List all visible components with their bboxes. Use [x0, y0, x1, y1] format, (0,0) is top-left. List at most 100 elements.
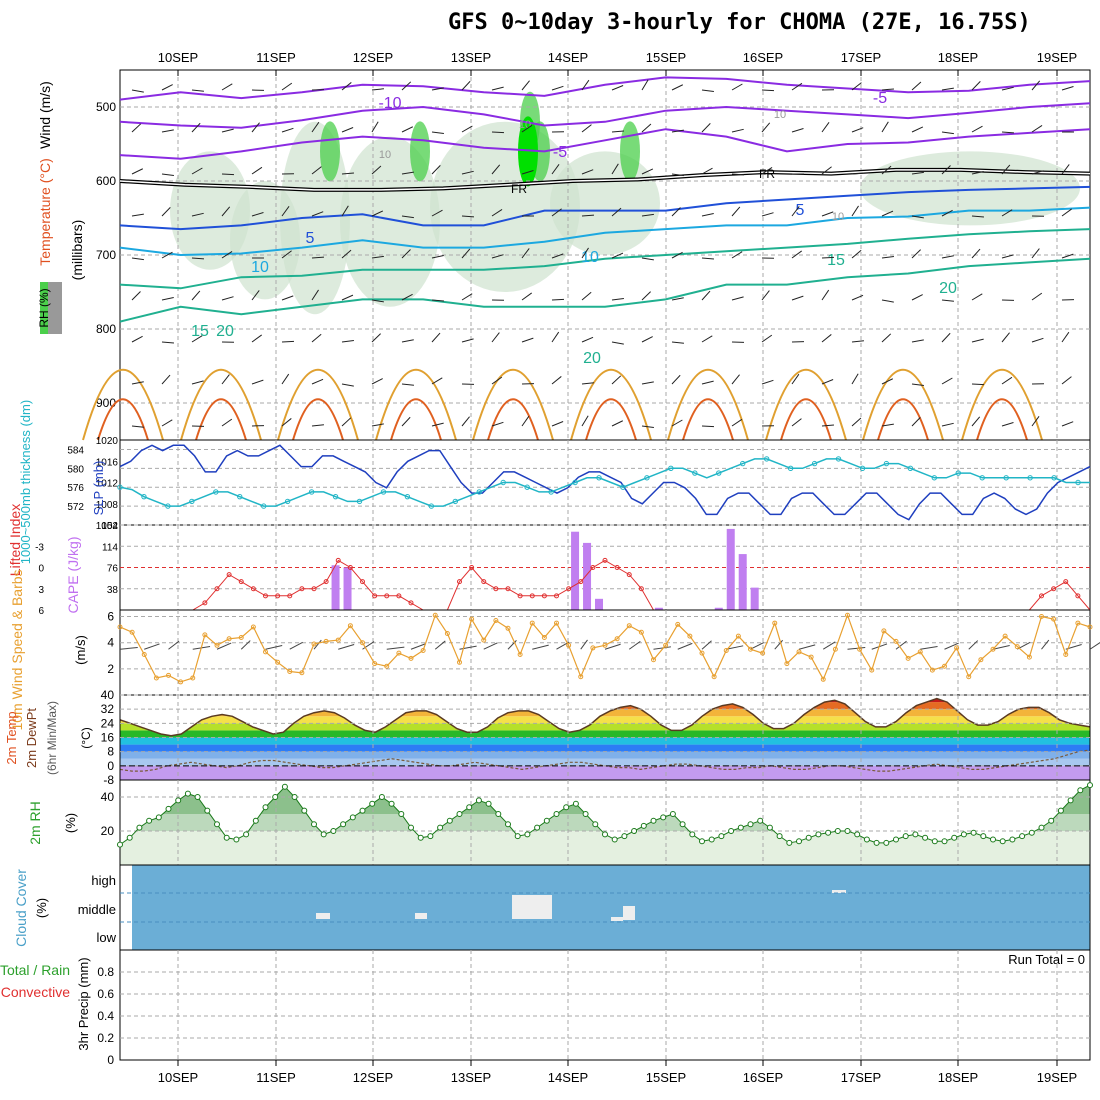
wind-barb	[821, 289, 830, 301]
wind-barb	[641, 168, 654, 175]
cape-tick: 152	[101, 521, 118, 532]
rh-point	[1009, 836, 1016, 843]
wind-barb	[221, 374, 230, 385]
wind-speed-point	[699, 650, 705, 656]
wind-barb	[881, 333, 892, 343]
wind-speed-point	[469, 616, 475, 622]
wind-barb	[191, 212, 204, 217]
wind-barb	[791, 373, 800, 385]
rh-point	[718, 833, 725, 840]
date-label-top: 16SEP	[743, 50, 783, 65]
wind-speed-point	[651, 657, 656, 663]
temperature-contour	[119, 102, 1091, 129]
temperature-contour-warm	[961, 369, 1043, 441]
wind-barb	[821, 424, 834, 427]
temperature-contour	[119, 76, 1091, 101]
wind-barb	[821, 256, 835, 259]
li-point	[1063, 579, 1069, 585]
wind-barb	[731, 296, 744, 301]
temperature-contour	[119, 228, 1091, 290]
wind-barb	[461, 338, 474, 343]
wind-barb	[371, 333, 381, 343]
temperature-contour-hot	[877, 398, 929, 441]
wind-barb	[581, 415, 589, 427]
wind-speed-point	[942, 663, 947, 669]
wind-barb	[671, 129, 684, 133]
wind-barb	[851, 127, 864, 133]
wind-speed-point	[1014, 644, 1020, 650]
wind-barb-10m	[628, 640, 641, 650]
wind-barb	[281, 295, 294, 301]
wind-barb	[1031, 80, 1041, 91]
li-point	[626, 572, 632, 578]
wind-speed-point	[748, 646, 753, 652]
thickness-point	[572, 479, 578, 486]
wind-barb-10m	[216, 642, 232, 650]
wind-barb	[371, 423, 384, 427]
wind-barb	[521, 124, 533, 133]
wind-barb	[881, 121, 889, 133]
cape-bar	[738, 554, 747, 610]
wind-barb	[971, 383, 985, 386]
thickness-point	[308, 489, 315, 495]
rh-point	[136, 824, 143, 831]
wind-barb	[551, 253, 564, 259]
wind-speed-point	[141, 651, 147, 657]
wind-barb	[971, 215, 984, 218]
rh-point	[689, 831, 696, 838]
date-label-top: 14SEP	[548, 50, 588, 65]
wind-barb	[311, 289, 319, 301]
rh-high-shading	[410, 121, 430, 182]
wind-barb	[671, 374, 681, 385]
temperature-contour-hot	[976, 398, 1028, 441]
wind-speed-point	[250, 624, 256, 630]
wind-barb	[521, 80, 530, 91]
rh-point	[1087, 782, 1093, 789]
rh-high-shading	[320, 121, 340, 182]
date-label-bottom: 16SEP	[743, 1070, 783, 1085]
thickness-point	[452, 498, 459, 505]
temp-band	[120, 744, 1090, 752]
temperature-contour-hot	[390, 398, 442, 441]
wind-speed-point	[796, 649, 802, 655]
wind-barb	[851, 340, 864, 343]
wind-barb-10m	[144, 643, 160, 650]
wind-barb	[281, 418, 292, 427]
wind-speed-point	[929, 667, 935, 673]
temperature-contour-label: -5	[873, 90, 887, 107]
rh-point	[660, 814, 667, 821]
li-point	[238, 579, 244, 585]
temperature-contour-label: 20	[216, 323, 234, 340]
li-point	[1051, 586, 1057, 592]
wind-barb	[161, 251, 173, 259]
wind-barb	[971, 171, 984, 175]
wind-speed-point	[444, 631, 450, 637]
wind-barb	[911, 383, 924, 386]
wind-barb	[1061, 164, 1070, 175]
wind-barb-10m	[895, 640, 907, 650]
rh-point	[378, 794, 385, 800]
wind-barb	[851, 172, 865, 175]
li-point	[602, 557, 608, 563]
li-point	[566, 586, 572, 592]
thickness-point	[883, 460, 890, 467]
thickness-point	[1027, 475, 1033, 481]
cape-tick: 114	[102, 542, 118, 553]
precip-tick: 0.4	[97, 1009, 114, 1023]
rh-point	[747, 821, 754, 828]
wind-barb	[161, 84, 173, 91]
li-point	[335, 557, 341, 563]
wind-barb	[791, 250, 803, 259]
freezing-level-label: FR	[511, 182, 527, 196]
rh-point	[631, 828, 638, 834]
wind-barb	[1001, 376, 1013, 385]
wind-barb	[401, 249, 411, 259]
wind-barb-10m	[701, 640, 712, 650]
wind-barb	[701, 257, 714, 260]
wind-barb-10m	[410, 643, 427, 650]
rh-point	[815, 831, 822, 838]
rh-point	[825, 829, 832, 836]
wind-speed-point	[1075, 620, 1081, 626]
li-point	[323, 579, 329, 585]
wind-speed-point	[578, 674, 584, 680]
